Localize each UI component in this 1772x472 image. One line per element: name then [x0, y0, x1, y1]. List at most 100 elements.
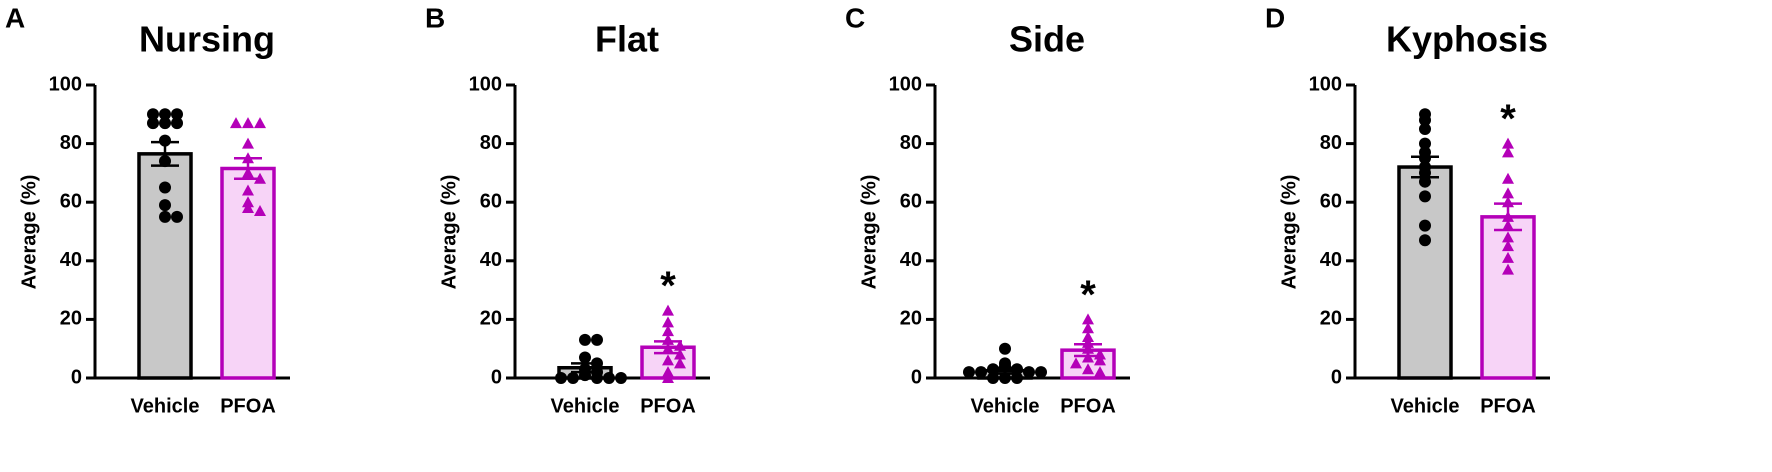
- data-point: [555, 372, 567, 384]
- data-point: [662, 304, 674, 316]
- data-point: [987, 372, 999, 384]
- data-point: [1502, 187, 1514, 199]
- y-tick-label: 80: [480, 132, 502, 154]
- data-point: [1011, 363, 1023, 376]
- chart-title: Nursing: [139, 19, 275, 60]
- data-point: [567, 372, 579, 384]
- data-point: [987, 363, 999, 376]
- y-tick-label: 40: [900, 249, 922, 271]
- data-point: [662, 316, 674, 328]
- data-point: [963, 366, 975, 379]
- data-point: [1419, 137, 1431, 150]
- data-point: [1082, 330, 1094, 342]
- data-point: [1419, 114, 1431, 127]
- data-point: [254, 117, 266, 129]
- y-tick-label: 80: [60, 132, 82, 154]
- data-point: [999, 360, 1011, 373]
- data-point: [242, 184, 254, 196]
- data-point: [1023, 366, 1035, 379]
- data-point: [1419, 152, 1431, 165]
- data-point: [242, 202, 254, 214]
- y-tick-label: 0: [71, 366, 82, 388]
- x-tick-label: PFOA: [1060, 395, 1116, 417]
- data-point: [662, 342, 674, 354]
- y-tick-label: 100: [469, 73, 502, 95]
- data-point: [662, 366, 674, 378]
- y-tick-label: 60: [480, 190, 502, 212]
- y-tick-label: 20: [900, 308, 922, 330]
- data-point: [662, 325, 674, 337]
- data-point: [674, 357, 686, 369]
- x-tick-label: PFOA: [640, 395, 696, 417]
- data-point: [1419, 190, 1431, 203]
- y-tick-label: 0: [491, 366, 502, 388]
- data-point: [159, 155, 171, 168]
- x-tick-label: PFOA: [220, 395, 276, 417]
- panel-letter: D: [1265, 2, 1285, 33]
- data-point: [1502, 219, 1514, 231]
- data-point: [674, 339, 686, 351]
- data-point: [159, 181, 171, 194]
- data-point: [242, 117, 254, 129]
- panel-letter: C: [845, 2, 865, 33]
- x-tick-label: Vehicle: [131, 395, 200, 417]
- data-point: [1082, 351, 1094, 363]
- data-point: [1082, 322, 1094, 334]
- data-point: [1502, 263, 1514, 275]
- y-tick-label: 60: [900, 190, 922, 212]
- y-tick-label: 0: [911, 366, 922, 388]
- data-point: [591, 372, 603, 384]
- data-point: [579, 369, 591, 382]
- data-point: [1011, 372, 1023, 384]
- x-tick-label: Vehicle: [551, 395, 620, 417]
- y-tick-label: 80: [1320, 132, 1342, 154]
- data-point: [242, 196, 254, 208]
- y-axis-label: Average (%): [1278, 175, 1300, 290]
- y-tick-label: 20: [1320, 308, 1342, 330]
- data-point: [147, 108, 159, 121]
- y-tick-label: 40: [1320, 249, 1342, 271]
- data-point: [1419, 175, 1431, 188]
- data-point: [1082, 313, 1094, 325]
- y-tick-label: 100: [889, 73, 922, 95]
- panel-letter: A: [5, 2, 25, 33]
- data-point: [1502, 240, 1514, 252]
- y-tick-label: 80: [900, 132, 922, 154]
- data-point: [242, 166, 254, 178]
- significance-label: *: [660, 264, 676, 308]
- data-point: [1502, 137, 1514, 149]
- data-point: [1094, 348, 1106, 360]
- data-point: [242, 152, 254, 164]
- data-point: [1419, 234, 1431, 247]
- data-point: [147, 117, 159, 130]
- y-tick-label: 20: [480, 308, 502, 330]
- data-point: [662, 333, 674, 345]
- data-point: [159, 117, 171, 130]
- significance-label: *: [1500, 97, 1516, 141]
- data-point: [579, 333, 591, 346]
- data-point: [603, 372, 615, 384]
- chart-title: Side: [1009, 19, 1085, 60]
- chart-title: Kyphosis: [1386, 19, 1548, 60]
- data-point: [1502, 196, 1514, 208]
- data-point: [1502, 210, 1514, 222]
- data-point: [254, 204, 266, 216]
- y-tick-label: 40: [480, 249, 502, 271]
- data-point: [662, 354, 674, 366]
- data-point: [230, 117, 242, 129]
- data-point: [159, 108, 171, 121]
- data-point: [159, 210, 171, 223]
- data-point: [254, 172, 266, 184]
- y-tick-label: 100: [1309, 73, 1342, 95]
- data-point: [662, 372, 674, 383]
- x-tick-label: PFOA: [1480, 395, 1536, 417]
- panel-letter: B: [425, 2, 445, 33]
- y-tick-label: 60: [60, 190, 82, 212]
- y-tick-label: 40: [60, 249, 82, 271]
- y-axis-label: Average (%): [438, 175, 460, 290]
- y-tick-label: 60: [1320, 190, 1342, 212]
- data-point: [591, 357, 603, 370]
- data-point: [975, 366, 987, 379]
